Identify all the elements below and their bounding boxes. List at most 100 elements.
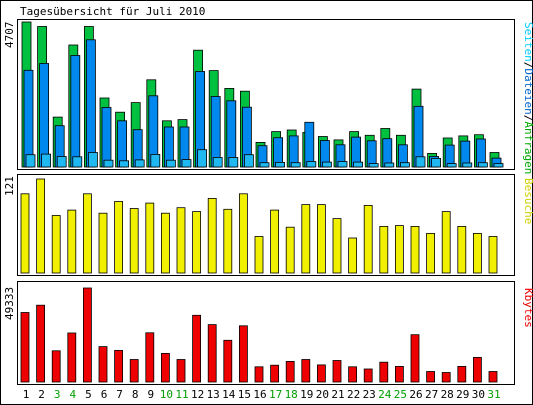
bar-besuche [114,201,123,274]
bar-besuche [98,212,108,274]
x-tick-label: 26 [409,388,422,401]
legend-dateien: Dateien [522,68,533,114]
bar-besuche [301,204,311,274]
x-tick-label: 28 [441,388,454,401]
legend-seiten: Seiten [522,22,533,62]
x-tick-label: 8 [132,388,139,401]
bar-kbytes [98,346,108,383]
legend-separator: / [522,62,533,69]
bar-dateien [101,107,112,168]
legend-top: Seiten/Dateien/Anfragen [522,22,533,174]
bar-kbytes [129,359,139,383]
bar-kbytes [145,332,155,383]
bar-seiten [181,159,192,168]
x-tick-label: 16 [253,388,266,401]
bar-dateien [39,63,49,168]
bar-besuche [83,193,92,274]
bar-kbytes [379,361,389,383]
x-tick-label: 20 [316,388,329,401]
bar-seiten [306,161,317,168]
x-tick-label: 4 [69,388,76,401]
bar-besuche [20,193,30,274]
bar-seiten [259,162,270,168]
bar-dateien [210,96,221,168]
x-tick-label: 30 [472,388,485,401]
bar-seiten [25,154,36,168]
bar-seiten [446,163,457,168]
bar-besuche [472,232,482,274]
bar-kbytes [176,359,186,383]
x-tick-label: 5 [85,388,92,401]
bar-kbytes [316,364,326,383]
bar-seiten [150,153,161,168]
bar-kbytes [238,325,248,383]
bar-kbytes [67,332,77,383]
x-tick-label: 21 [331,388,344,401]
bar-besuche [379,225,389,274]
bar-seiten [72,156,83,168]
bar-seiten [119,160,129,168]
bar-besuche [285,226,295,274]
bar-kbytes [332,360,342,383]
bar-dateien [86,39,96,168]
bar-kbytes [223,339,233,383]
bar-besuche [410,225,420,274]
x-tick-label: 6 [101,388,108,401]
bar-seiten [165,159,176,168]
bar-besuche [457,225,467,274]
bar-kbytes [270,364,280,383]
bar-kbytes [254,366,264,383]
bar-besuche [488,236,498,274]
bar-kbytes [51,350,61,383]
bar-besuche [441,211,451,274]
ymax-label-middle: 121 [3,176,16,196]
panel-frame-bottom [17,281,515,385]
bar-seiten [353,161,364,168]
bar-besuche [67,209,77,274]
bar-dateien [70,55,81,168]
bar-kbytes [160,352,170,383]
bar-seiten [477,162,488,168]
chart-title: Tagesübersicht für Juli 2010 [20,5,205,18]
bar-dateien [304,121,315,168]
bar-seiten [431,157,442,168]
bar-seiten [41,153,51,168]
x-tick-label: 24 [378,388,392,401]
x-axis-labels: 1 2 3 4 5 6 7 8 9 10 11 12 13 14 15 16 17 18 19 20 21 22 23 24 2… [23,388,501,401]
bar-besuche [129,208,139,274]
panel-frame-top [17,19,515,170]
bars-bottom [20,287,498,383]
x-tick-label: 14 [222,388,236,401]
bar-kbytes [36,304,45,383]
legend-kbytes: Kbytes [522,288,533,328]
x-tick-label: 15 [238,388,251,401]
bar-kbytes [394,365,404,383]
x-tick-label: 10 [160,388,173,401]
bar-seiten [399,162,410,168]
bar-seiten [290,162,301,168]
bar-dateien [117,120,127,168]
bar-kbytes [410,334,420,383]
bar-besuche [270,209,280,274]
x-tick-label: 11 [175,388,188,401]
bar-besuche [254,236,264,274]
x-tick-label: 17 [269,388,282,401]
ymax-label-top: 4707 [3,22,16,49]
bar-besuche [160,212,170,274]
x-tick-label: 1 [23,388,30,401]
bar-seiten [415,156,426,168]
x-tick-label: 13 [207,388,220,401]
bar-besuche [363,204,373,274]
bar-kbytes [472,356,482,383]
bar-kbytes [301,359,311,383]
bar-seiten [212,157,223,168]
bar-kbytes [83,287,92,383]
x-tick-label: 27 [425,388,438,401]
bar-seiten [462,162,473,168]
bar-kbytes [285,360,295,383]
x-tick-label: 18 [285,388,298,401]
bar-seiten [384,162,395,168]
bar-seiten [368,163,379,168]
